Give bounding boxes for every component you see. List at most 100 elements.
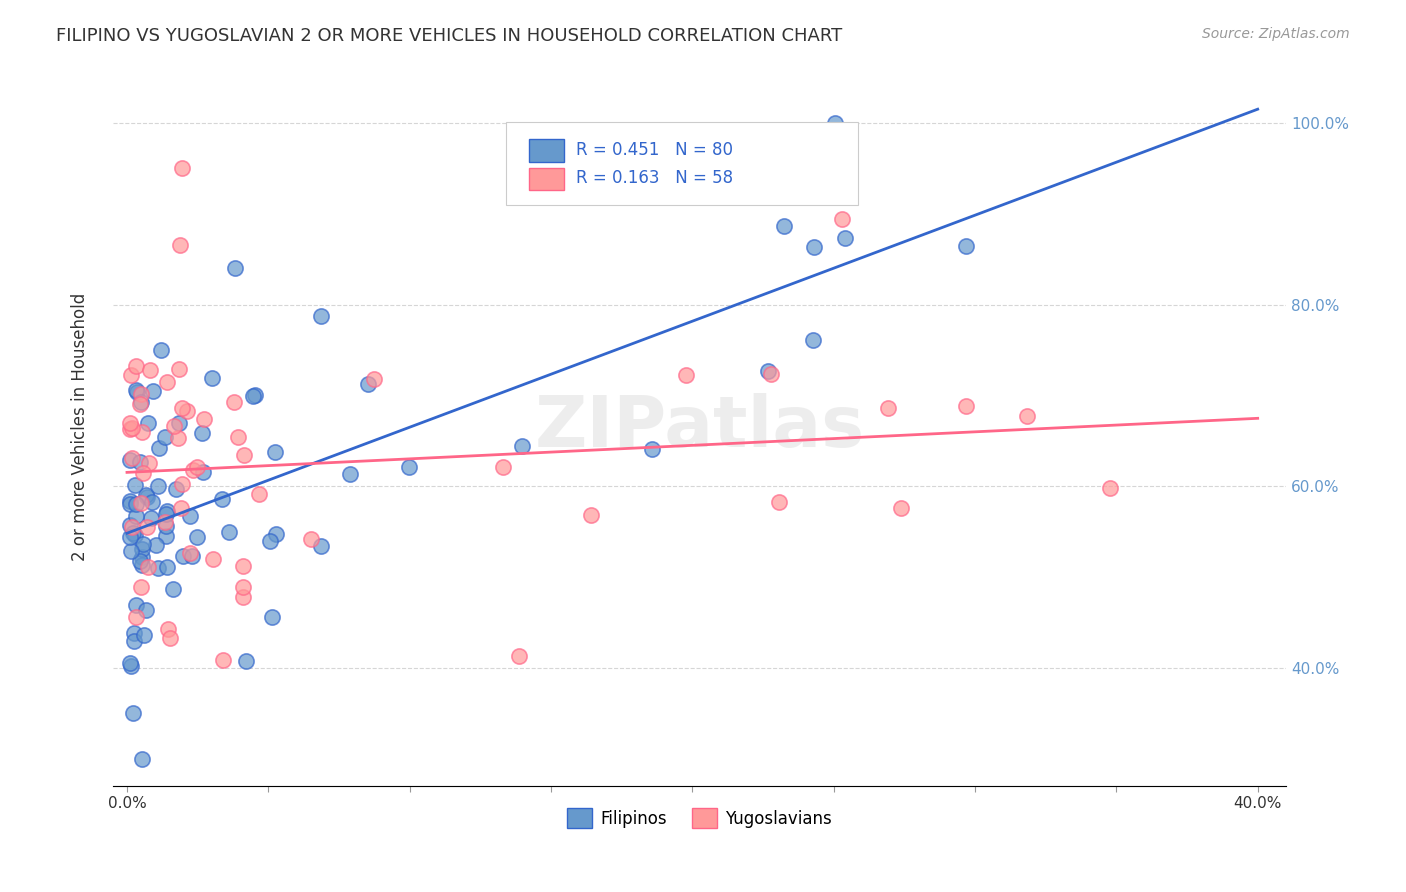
Filipinos: [135, 488, 157, 502]
Yugoslavians: [163, 418, 186, 433]
Filipinos: [181, 549, 204, 563]
Filipinos: [165, 482, 187, 496]
Yugoslavians: [169, 238, 191, 252]
Text: R = 0.163   N = 58: R = 0.163 N = 58: [576, 169, 734, 187]
Yugoslavians: [129, 580, 152, 594]
Filipinos: [120, 659, 142, 673]
Filipinos: [156, 560, 179, 574]
Filipinos: [179, 509, 201, 524]
Yugoslavians: [193, 412, 215, 426]
Filipinos: [186, 530, 208, 544]
Filipinos: [132, 536, 155, 550]
Filipinos: [211, 491, 233, 506]
Filipinos: [131, 542, 153, 557]
Filipinos: [218, 525, 240, 540]
Filipinos: [135, 603, 157, 617]
Yugoslavians: [181, 463, 204, 477]
Yugoslavians: [232, 580, 254, 594]
Yugoslavians: [186, 460, 208, 475]
Filipinos: [224, 260, 246, 275]
Filipinos: [235, 654, 257, 668]
Filipinos: [155, 529, 177, 543]
Filipinos: [131, 549, 153, 564]
Filipinos: [132, 627, 155, 641]
Yugoslavians: [232, 590, 254, 604]
Filipinos: [803, 240, 825, 254]
Text: R = 0.451   N = 80: R = 0.451 N = 80: [576, 141, 733, 159]
Filipinos: [172, 549, 194, 563]
Yugoslavians: [222, 394, 245, 409]
Yugoslavians: [129, 386, 152, 401]
Filipinos: [309, 309, 332, 323]
Filipinos: [122, 706, 145, 721]
Filipinos: [756, 364, 779, 378]
Text: Source: ZipAtlas.com: Source: ZipAtlas.com: [1202, 27, 1350, 41]
Yugoslavians: [167, 431, 190, 445]
Filipinos: [121, 525, 143, 540]
Filipinos: [803, 333, 825, 347]
Yugoslavians: [138, 456, 160, 470]
Yugoslavians: [167, 361, 190, 376]
Filipinos: [129, 454, 152, 468]
Yugoslavians: [159, 632, 181, 646]
Filipinos: [201, 370, 224, 384]
Yugoslavians: [129, 396, 152, 410]
Filipinos: [139, 510, 162, 524]
Filipinos: [259, 534, 281, 549]
Yugoslavians: [232, 559, 254, 574]
Legend: Filipinos, Yugoslavians: Filipinos, Yugoslavians: [560, 801, 838, 835]
Filipinos: [118, 453, 141, 467]
Yugoslavians: [156, 375, 179, 389]
Yugoslavians: [1017, 409, 1039, 423]
Filipinos: [141, 494, 163, 508]
Yugoslavians: [118, 422, 141, 436]
Filipinos: [834, 230, 856, 244]
Filipinos: [641, 442, 664, 457]
Yugoslavians: [759, 367, 782, 381]
Filipinos: [125, 598, 148, 612]
Filipinos: [122, 634, 145, 648]
Filipinos: [824, 116, 846, 130]
Filipinos: [125, 497, 148, 511]
Filipinos: [153, 430, 176, 444]
Filipinos: [146, 561, 169, 575]
Filipinos: [118, 530, 141, 544]
Yugoslavians: [118, 416, 141, 430]
Filipinos: [191, 426, 214, 441]
Filipinos: [129, 395, 152, 409]
Yugoslavians: [170, 401, 193, 415]
Filipinos: [149, 343, 172, 358]
Filipinos: [264, 444, 287, 458]
Filipinos: [124, 478, 146, 492]
Yugoslavians: [508, 649, 530, 664]
Yugoslavians: [121, 520, 143, 534]
Yugoslavians: [768, 495, 790, 509]
Yugoslavians: [125, 610, 148, 624]
Text: FILIPINO VS YUGOSLAVIAN 2 OR MORE VEHICLES IN HOUSEHOLD CORRELATION CHART: FILIPINO VS YUGOSLAVIAN 2 OR MORE VEHICL…: [56, 27, 842, 45]
Filipinos: [142, 384, 165, 398]
Filipinos: [262, 610, 284, 624]
Filipinos: [128, 554, 150, 568]
Filipinos: [118, 497, 141, 511]
Yugoslavians: [889, 500, 911, 515]
Yugoslavians: [131, 466, 153, 480]
Filipinos: [243, 388, 266, 402]
Yugoslavians: [125, 359, 148, 374]
Yugoslavians: [129, 496, 152, 510]
Filipinos: [191, 465, 214, 479]
Bar: [529, 139, 564, 161]
Filipinos: [127, 384, 149, 399]
Filipinos: [357, 377, 380, 392]
Filipinos: [124, 383, 146, 397]
Filipinos: [148, 441, 170, 455]
Yugoslavians: [139, 363, 162, 377]
Yugoslavians: [157, 622, 180, 636]
Filipinos: [145, 538, 167, 552]
Yugoslavians: [247, 487, 270, 501]
Yugoslavians: [877, 401, 900, 415]
Filipinos: [118, 518, 141, 533]
Yugoslavians: [120, 368, 142, 382]
Yugoslavians: [212, 653, 235, 667]
Filipinos: [339, 467, 361, 481]
Yugoslavians: [226, 430, 249, 444]
